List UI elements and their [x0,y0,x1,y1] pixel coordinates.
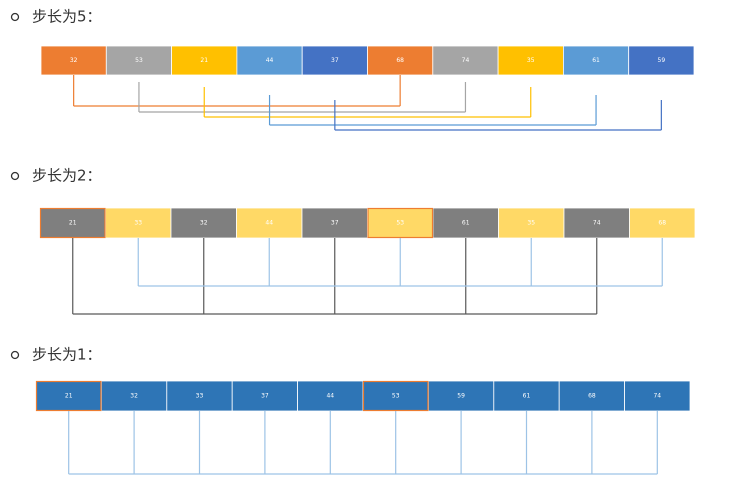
connector [268,95,597,126]
bullet [10,350,20,360]
cell [170,207,237,239]
bullet [10,12,20,22]
cell-value: 59 [658,57,666,64]
cell-value: 61 [523,393,531,400]
cell [166,380,233,412]
connector [137,238,663,287]
cell-value: 68 [396,57,404,64]
cell [497,45,564,76]
connector [73,75,401,107]
connector [203,87,532,118]
cell-value: 37 [261,393,269,400]
cell [236,207,303,239]
cell-value: 35 [527,220,535,227]
cell [367,45,434,76]
cell-value: 59 [457,393,465,400]
connector [72,238,598,315]
cell-value: 32 [70,57,78,64]
cell [427,380,495,412]
cell-value: 37 [331,57,339,64]
cell-value: 68 [588,393,596,400]
cell-value: 32 [130,393,138,400]
cell-value: 21 [65,393,73,400]
cell-value: 21 [200,57,208,64]
cell-value: 53 [392,393,400,400]
cell [498,207,565,239]
cell [558,380,626,412]
cell-value: 32 [200,220,208,227]
cell-value: 74 [593,220,601,227]
connector [334,100,662,131]
cell-value: 33 [196,393,204,400]
cell [362,380,429,412]
cell [171,45,238,76]
cell [297,380,364,412]
cell [105,207,172,239]
connector [138,82,467,113]
connector [68,411,658,475]
cell-value: 61 [592,57,600,64]
cell-value: 44 [266,57,274,64]
cell-value: 68 [658,220,666,227]
cell [40,45,107,76]
cell-value: 53 [135,57,143,64]
cell [563,45,630,76]
section-title: 步长为1： [32,346,102,364]
cell-value: 74 [653,393,661,400]
cell-value: 37 [331,220,339,227]
section-title: 步长为2： [32,167,102,185]
cell-value: 44 [265,220,273,227]
bullet [10,171,20,181]
cell [432,207,499,239]
cell [432,45,499,76]
cell-highlight [39,207,106,239]
cell [39,207,106,239]
cell-value: 33 [134,220,142,227]
cell-highlight [362,380,429,412]
cell-highlight [367,207,434,239]
section-title: 步长为5： [32,8,102,26]
cell-value: 44 [326,393,334,400]
cell [629,207,696,239]
cell-highlight [35,380,102,412]
cell-value: 35 [527,57,535,64]
cell [301,45,368,76]
cell-value: 21 [69,220,77,227]
cell-value: 53 [396,220,404,227]
cell-value: 61 [462,220,470,227]
cell [628,45,695,76]
cell-value: 74 [462,57,470,64]
cell [105,45,173,76]
cell [35,380,102,412]
